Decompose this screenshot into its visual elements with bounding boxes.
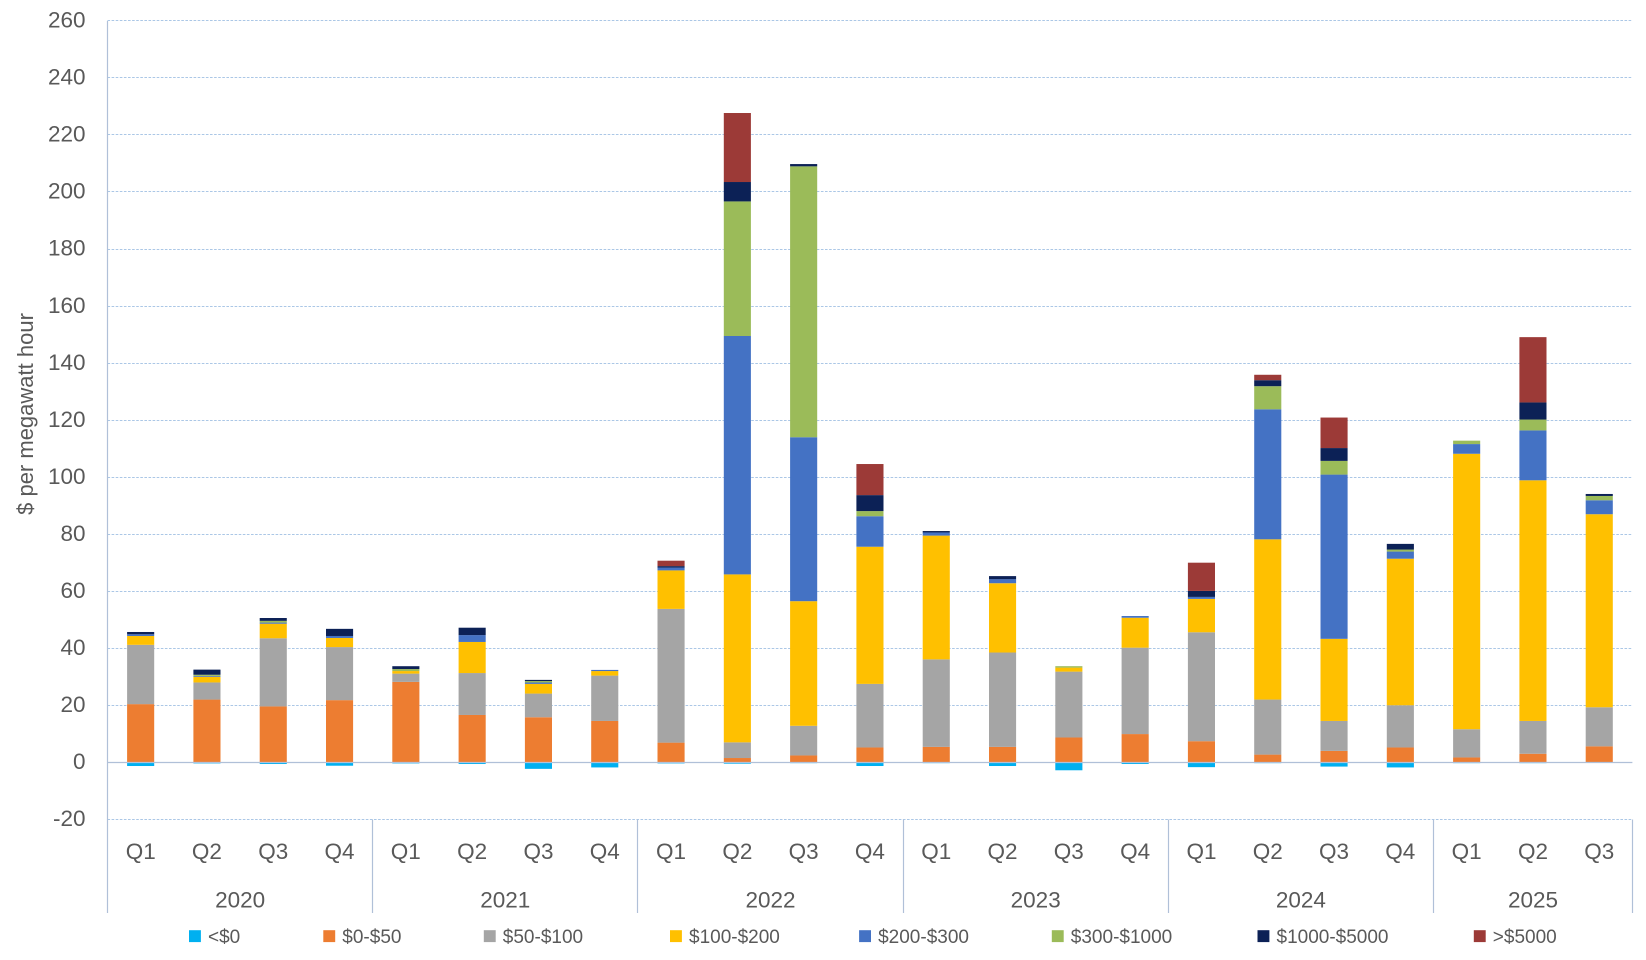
svg-text:Q1: Q1 (1452, 839, 1482, 864)
svg-text:$300-$1000: $300-$1000 (1071, 927, 1172, 948)
svg-text:Q1: Q1 (126, 839, 156, 864)
svg-text:Q4: Q4 (855, 839, 885, 864)
svg-text:Q1: Q1 (391, 839, 421, 864)
svg-text:Q4: Q4 (324, 839, 354, 864)
svg-text:2021: 2021 (480, 887, 530, 912)
svg-text:Q3: Q3 (1054, 839, 1084, 864)
svg-text:Q2: Q2 (1253, 839, 1283, 864)
svg-text:Q4: Q4 (1385, 839, 1415, 864)
svg-text:Q1: Q1 (656, 839, 686, 864)
svg-text:>$5000: >$5000 (1493, 927, 1557, 948)
svg-text:$100-$200: $100-$200 (689, 927, 780, 948)
svg-text:120: 120 (48, 407, 86, 432)
svg-text:Q2: Q2 (722, 839, 752, 864)
svg-text:2024: 2024 (1276, 887, 1326, 912)
svg-text:-20: -20 (53, 806, 86, 831)
svg-text:2022: 2022 (745, 887, 795, 912)
svg-text:Q2: Q2 (192, 839, 222, 864)
svg-text:$50-$100: $50-$100 (503, 927, 583, 948)
svg-text:0: 0 (73, 749, 86, 774)
svg-text:Q2: Q2 (1518, 839, 1548, 864)
svg-text:100: 100 (48, 464, 86, 489)
svg-text:$ per megawatt hour: $ per megawatt hour (13, 313, 38, 515)
svg-text:2023: 2023 (1011, 887, 1061, 912)
svg-text:Q4: Q4 (1120, 839, 1150, 864)
svg-text:Q2: Q2 (457, 839, 487, 864)
svg-text:140: 140 (48, 350, 86, 375)
svg-text:60: 60 (60, 578, 85, 603)
svg-text:220: 220 (48, 122, 86, 147)
svg-text:Q3: Q3 (789, 839, 819, 864)
svg-text:<$0: <$0 (208, 927, 240, 948)
svg-text:20: 20 (60, 692, 85, 717)
svg-text:40: 40 (60, 635, 85, 660)
svg-text:200: 200 (48, 179, 86, 204)
svg-text:$0-$50: $0-$50 (342, 927, 401, 948)
svg-text:80: 80 (60, 521, 85, 546)
svg-text:Q1: Q1 (921, 839, 951, 864)
svg-text:160: 160 (48, 293, 86, 318)
svg-text:Q4: Q4 (590, 839, 620, 864)
svg-text:2020: 2020 (215, 887, 265, 912)
svg-text:Q2: Q2 (987, 839, 1017, 864)
svg-text:$200-$300: $200-$300 (878, 927, 969, 948)
svg-text:2025: 2025 (1508, 887, 1558, 912)
svg-text:$1000-$5000: $1000-$5000 (1277, 927, 1389, 948)
svg-text:Q3: Q3 (258, 839, 288, 864)
svg-text:240: 240 (48, 65, 86, 90)
svg-text:Q3: Q3 (1319, 839, 1349, 864)
svg-text:Q3: Q3 (523, 839, 553, 864)
svg-text:260: 260 (48, 8, 86, 33)
svg-text:180: 180 (48, 236, 86, 261)
svg-text:Q1: Q1 (1186, 839, 1216, 864)
svg-text:Q3: Q3 (1584, 839, 1614, 864)
